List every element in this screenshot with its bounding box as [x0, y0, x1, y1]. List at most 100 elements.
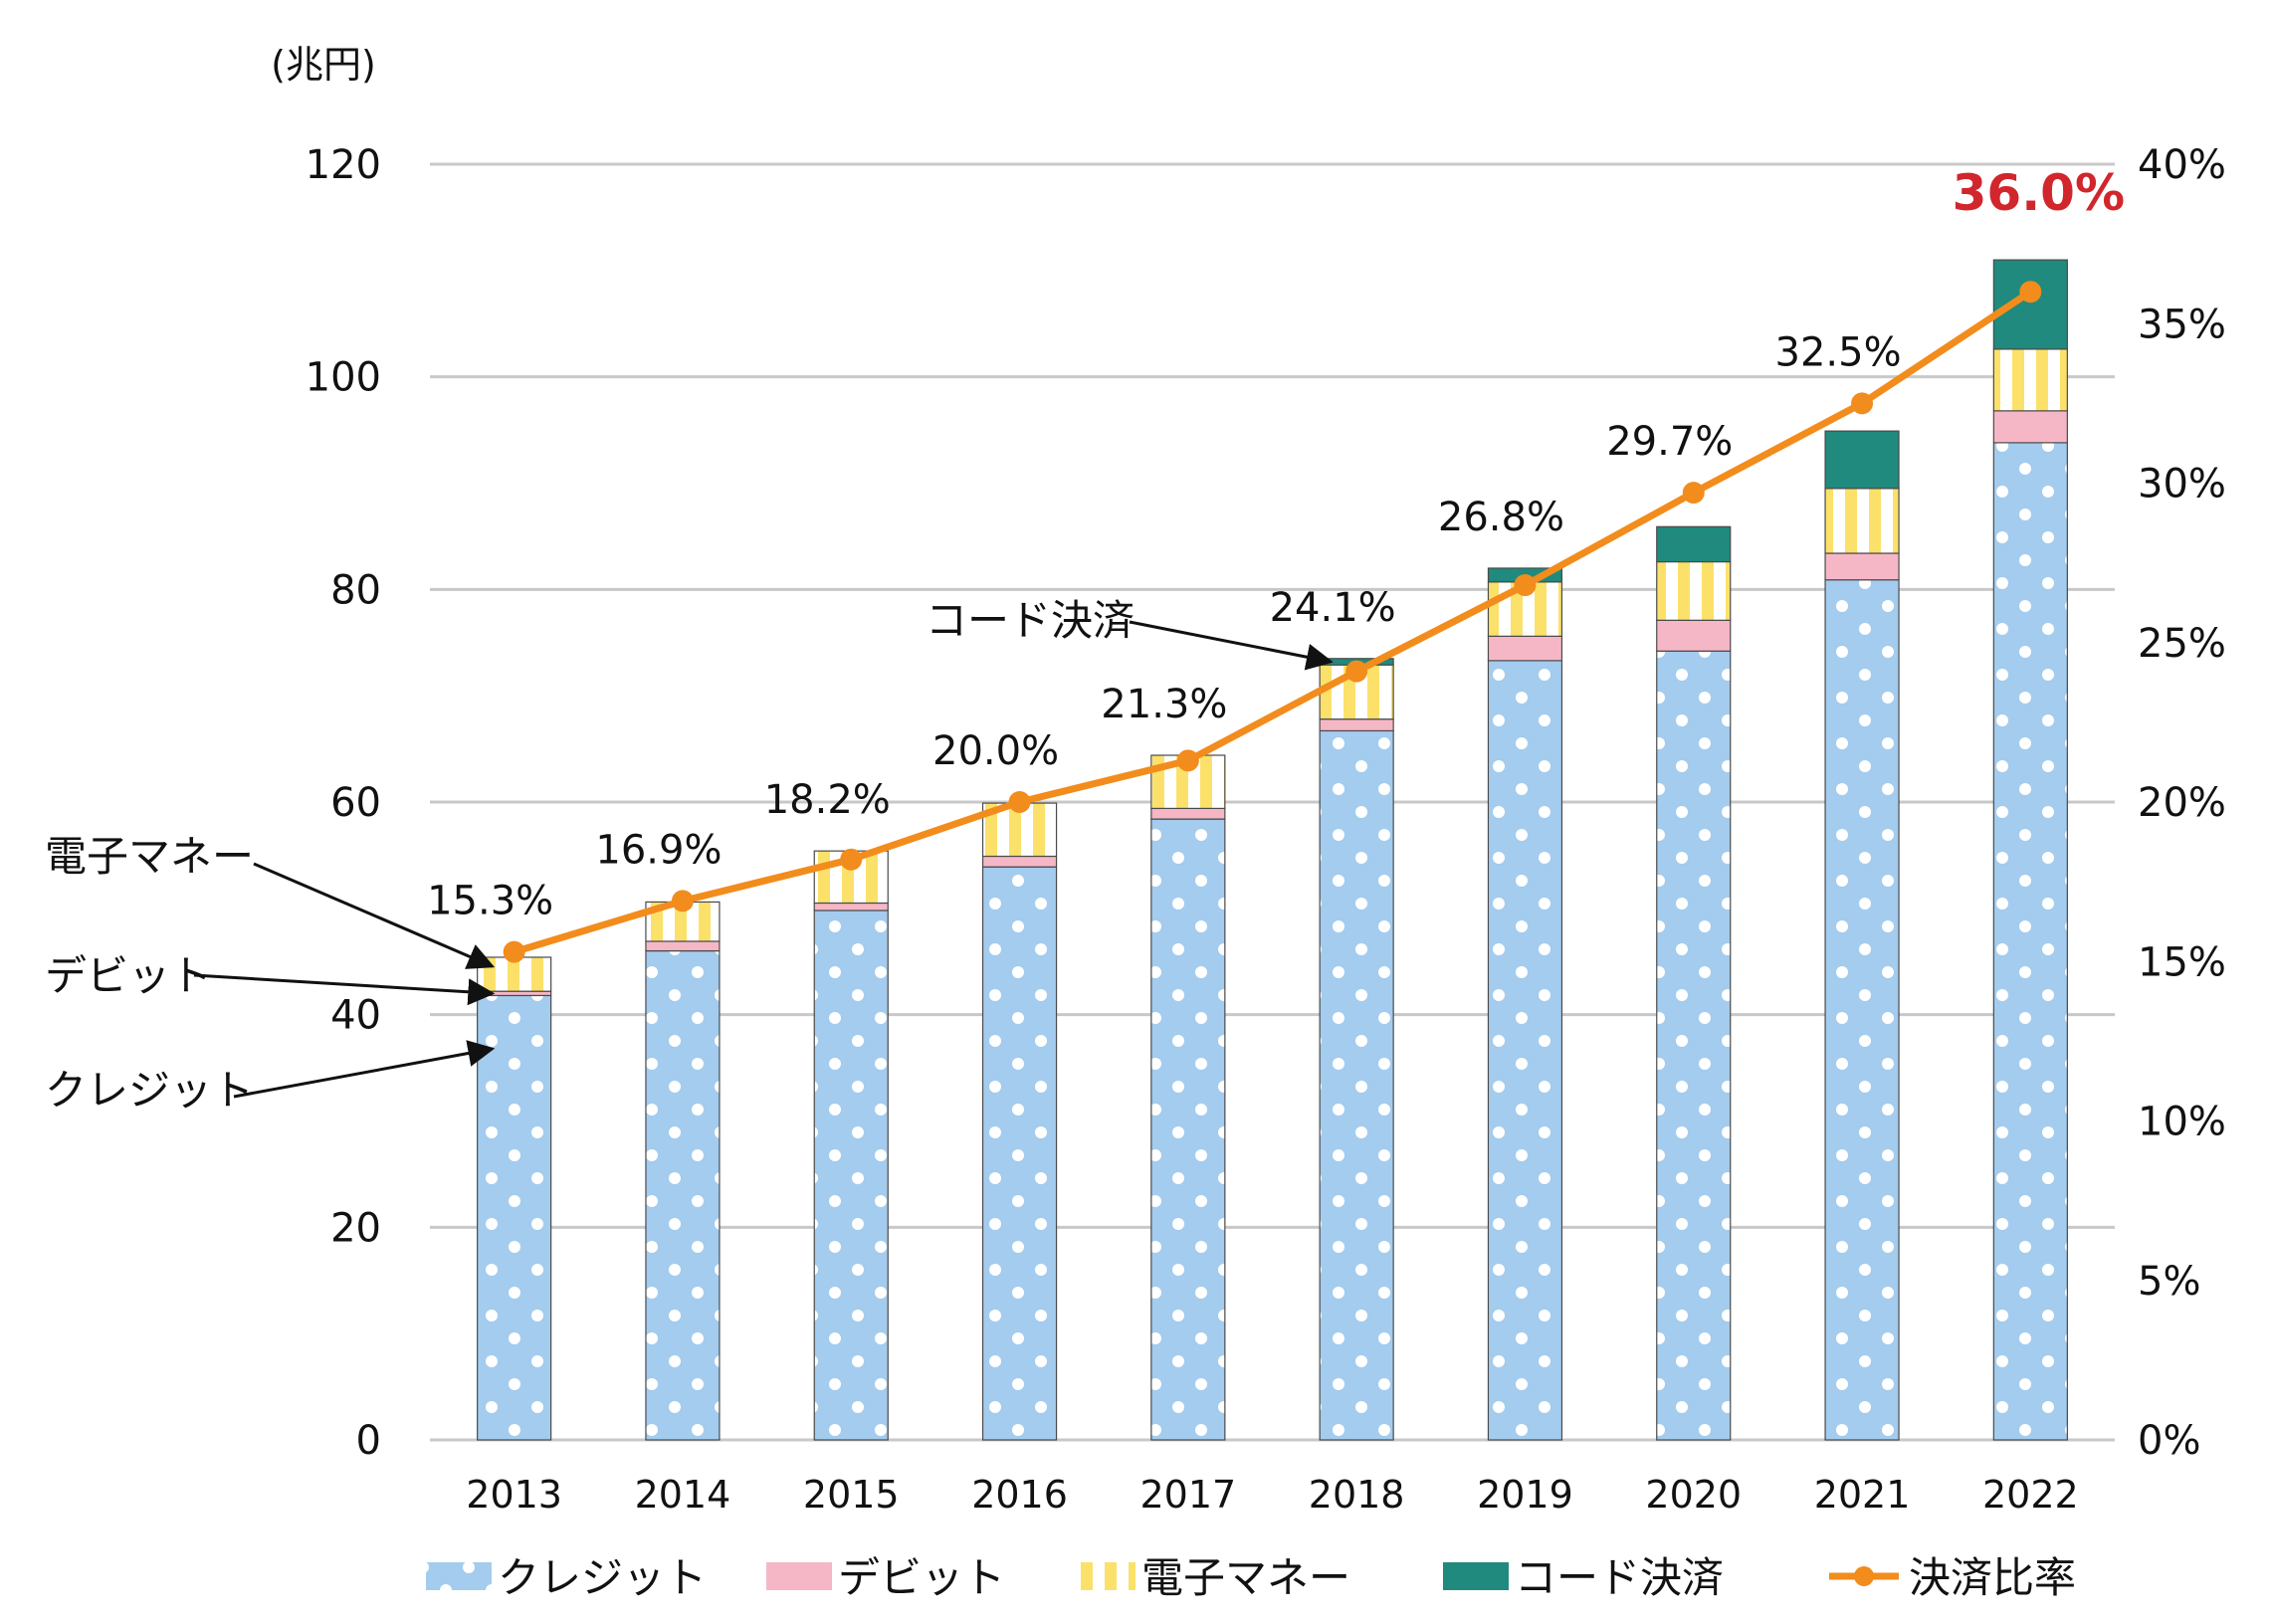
x-tick-label: 2015 [803, 1473, 900, 1517]
legend-label: 決済比率 [1909, 1553, 2076, 1602]
legend-label: クレジット [498, 1553, 707, 1602]
bar-segment [1824, 430, 1900, 490]
bar-segment [1150, 807, 1226, 820]
y2-tick-label: 5% [2138, 1259, 2200, 1305]
ratio-label: 16.9% [595, 827, 722, 873]
bar-segment [1824, 488, 1900, 554]
ratio-label: 21.3% [1101, 682, 1227, 727]
stacked-bars [477, 259, 2068, 1441]
x-tick-label: 2020 [1645, 1473, 1742, 1517]
bar-segment [981, 866, 1058, 1441]
x-tick-label: 2018 [1309, 1473, 1405, 1517]
bar-segment [981, 855, 1058, 868]
bar-segment [1992, 410, 2068, 444]
legend-label: デビット [838, 1553, 1005, 1602]
annotation-arrow [193, 973, 496, 1006]
ratio-label: 18.2% [764, 777, 891, 823]
bar-segment [1487, 660, 1563, 1441]
bar-segment [1992, 442, 2068, 1441]
y2-tick-label: 25% [2138, 621, 2226, 667]
annotation-label: 電子マネー [45, 832, 254, 881]
ratio-point [1514, 574, 1537, 597]
ratio-label: 20.0% [932, 728, 1059, 774]
y2-tick-label: 10% [2138, 1100, 2226, 1145]
annotation-label: クレジット [45, 1066, 254, 1115]
ratio-label: 15.3% [427, 879, 553, 924]
ratio-labels: 15.3% 16.9% 18.2% 20.0% 21.3% 24.1% 26.8% 29.7%… [427, 164, 2125, 923]
ratio-point [2019, 281, 2042, 304]
ratio-point [1851, 392, 1874, 415]
x-tick-label: 2014 [635, 1473, 731, 1517]
bar-segment [813, 902, 889, 912]
bar-segment [1824, 579, 1900, 1441]
x-tick-label: 2022 [1982, 1473, 2079, 1517]
legend-swatch [766, 1562, 832, 1590]
ratio-points [503, 281, 2042, 963]
annotation-arrow [233, 1040, 496, 1099]
bar-segment [1319, 718, 1394, 732]
bar-segment [1487, 635, 1563, 662]
bar-segment [1992, 259, 2068, 350]
ratio-label: 32.5% [1775, 329, 1902, 375]
y2-tick-label: 30% [2138, 462, 2226, 508]
bar-segment [477, 994, 552, 1441]
bar-segment [1824, 552, 1900, 581]
ratio-point [503, 940, 525, 963]
annotation-arrow [1129, 620, 1334, 671]
legend-swatch [1443, 1562, 1509, 1590]
bar-segment [1656, 560, 1732, 621]
bar-segment [813, 910, 889, 1441]
bar-segment [1656, 650, 1732, 1441]
x-tick-label: 2013 [466, 1473, 562, 1517]
y2-tick-label: 40% [2138, 142, 2226, 188]
bar-segment [1150, 818, 1226, 1441]
legend-line-marker [1854, 1566, 1874, 1586]
ratio-label: 26.8% [1438, 495, 1564, 540]
x-tick-label: 2019 [1477, 1473, 1573, 1517]
bar-segment [1319, 729, 1394, 1441]
ratio-point [840, 848, 863, 871]
ratio-point [671, 890, 694, 913]
y-tick-label: 120 [306, 142, 381, 188]
y-tick-label: 0 [356, 1418, 381, 1464]
y2-tick-label: 15% [2138, 939, 2226, 985]
legend-label: 電子マネー [1141, 1553, 1350, 1602]
x-axis: 2013 2014 2015 2016 2017 2018 2019 2020 2021 2022 [466, 1473, 2078, 1517]
y-tick-label: 60 [330, 780, 381, 826]
y2-tick-label: 35% [2138, 302, 2226, 347]
bar-segment [1656, 525, 1732, 563]
ratio-point [1345, 660, 1368, 683]
ratio-point [1176, 749, 1199, 772]
bar-segment [645, 940, 721, 952]
y-axis-left: 0 20 40 60 80 100 120 [306, 142, 381, 1464]
legend-label: コード決済 [1515, 1553, 1724, 1602]
bar-segment [1992, 348, 2068, 412]
y2-tick-label: 0% [2138, 1418, 2200, 1464]
legend: クレジット デビット 電子マネー コード決済 決済比率 [426, 1553, 2076, 1602]
ratio-line-path [513, 289, 2033, 955]
y-axis-unit-label: (兆円) [271, 43, 376, 87]
y-tick-label: 20 [330, 1205, 381, 1251]
y-tick-label: 40 [330, 993, 381, 1039]
y2-tick-label: 20% [2138, 780, 2226, 826]
legend-swatch [1070, 1562, 1136, 1590]
annotation-label: コード決済 [926, 596, 1135, 645]
bar-segment [645, 949, 721, 1441]
y-tick-label: 100 [306, 355, 381, 401]
ratio-point [1008, 791, 1031, 813]
annotation-arrow [253, 862, 496, 969]
bar-segment [1656, 619, 1732, 652]
ratio-label: 24.1% [1270, 585, 1396, 631]
ratio-line [513, 289, 2033, 955]
y-tick-label: 80 [330, 567, 381, 613]
ratio-label: 36.0% [1953, 164, 2125, 222]
x-tick-label: 2021 [1814, 1473, 1911, 1517]
legend-swatch [426, 1562, 492, 1590]
x-tick-label: 2017 [1139, 1473, 1236, 1517]
x-tick-label: 2016 [971, 1473, 1068, 1517]
y-axis-right: 0% 5% 10% 15% 20% 25% 30% 35% 40% [2138, 142, 2226, 1464]
ratio-label: 29.7% [1606, 419, 1733, 465]
ratio-point [1682, 482, 1705, 505]
